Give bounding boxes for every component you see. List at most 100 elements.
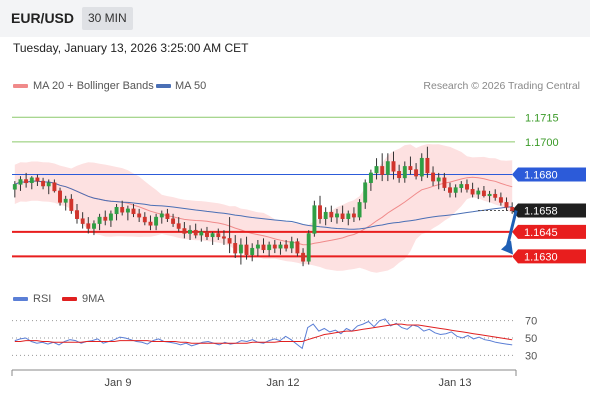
candle-body: [103, 216, 108, 221]
candle-body: [363, 182, 368, 203]
candle-body: [470, 189, 475, 195]
candle-body: [41, 180, 46, 187]
level-tag: [512, 224, 586, 239]
candle-body: [425, 157, 430, 174]
candle-body: [408, 166, 413, 170]
candle-body: [318, 205, 322, 219]
ma50-line: [14, 180, 513, 230]
level-label: 1.1700: [525, 137, 559, 149]
candle-body: [306, 233, 311, 262]
candle-body: [24, 179, 29, 184]
candle-body: [108, 213, 113, 221]
candle-body: [18, 179, 23, 185]
candle-body: [323, 211, 328, 219]
candle-body: [216, 233, 221, 238]
timeframe-button[interactable]: 30 MIN: [82, 7, 133, 30]
candle-body: [80, 218, 85, 224]
candle-body: [504, 202, 509, 208]
candle-body: [137, 213, 142, 218]
ma50-legend-label: MA 50: [175, 80, 207, 92]
candle-body: [176, 223, 181, 229]
candle-body: [301, 252, 306, 262]
rsi-line: [14, 318, 513, 350]
candle-body: [255, 244, 260, 249]
candle-body: [125, 208, 130, 213]
candle-body: [357, 202, 362, 218]
candle-body: [368, 172, 373, 183]
candle-body: [221, 236, 226, 239]
candle-body: [453, 187, 458, 193]
candle-body: [374, 166, 379, 174]
candle-body: [244, 244, 249, 255]
forecast-arrow-shaft: [505, 210, 518, 248]
candle-body: [267, 244, 272, 251]
candle-body: [205, 231, 209, 237]
candle-body: [154, 216, 159, 226]
level-tag: [512, 167, 586, 182]
level-label: 1.1630: [524, 251, 558, 263]
candle-body: [391, 161, 396, 172]
candle-body: [35, 177, 40, 182]
candle-body: [199, 231, 204, 236]
candle-body: [436, 177, 441, 182]
chart-datetime: Tuesday, January 13, 2026 3:25:00 AM CET: [13, 41, 249, 55]
candle-body: [92, 223, 96, 229]
candle-body: [148, 221, 153, 226]
candle-body: [114, 207, 119, 215]
candle-body: [233, 243, 238, 254]
candle-body: [171, 218, 176, 224]
ma20-legend-label: MA 20 + Bollinger Bands: [33, 80, 154, 92]
candle-body: [159, 213, 164, 218]
candle-body: [385, 161, 390, 175]
ma50-legend-swatch: [156, 84, 171, 88]
level-tag: [512, 249, 586, 264]
level-label: 1.1715: [525, 112, 559, 124]
candle-body: [351, 213, 356, 218]
candle-body: [419, 157, 424, 177]
research-credit: Research © 2026 Trading Central: [423, 80, 580, 92]
candle-body: [459, 184, 464, 188]
rsi-tick-label: 50: [525, 333, 537, 345]
candle-body: [227, 238, 232, 244]
rsi-legend-swatch: [13, 297, 28, 301]
level-label: 1.1658: [524, 206, 558, 218]
x-axis-label: Jan 9: [105, 377, 132, 389]
candle-body: [397, 171, 402, 179]
bollinger-band: [14, 144, 513, 273]
candle-body: [210, 233, 215, 238]
candle-body: [340, 213, 345, 219]
candle-body: [481, 190, 486, 197]
level-label: 1.1645: [524, 227, 558, 239]
candle-body: [182, 228, 187, 234]
rsi-ma-legend-swatch: [62, 297, 77, 301]
candle-body: [12, 184, 17, 190]
candle-body: [493, 193, 498, 198]
candle-body: [188, 229, 192, 234]
candle-body: [46, 182, 51, 187]
rsi-legend-label: RSI: [33, 293, 52, 305]
candle-body: [380, 166, 385, 175]
candle-body: [238, 244, 243, 254]
candle-body: [442, 177, 447, 188]
candle-body: [476, 190, 481, 195]
candle-body: [75, 210, 79, 219]
x-axis-label: Jan 13: [438, 377, 471, 389]
candle-body: [97, 216, 102, 224]
candle-body: [402, 166, 407, 179]
candle-body: [86, 223, 91, 229]
ma20-legend-swatch: [13, 84, 28, 88]
level-tag: [512, 203, 586, 218]
candle-body: [165, 213, 170, 219]
candle-body: [295, 241, 300, 254]
candle-body: [487, 193, 492, 197]
candle-body: [69, 198, 74, 211]
candle-body: [131, 208, 136, 215]
candle-body: [312, 205, 317, 234]
candle-body: [52, 182, 57, 192]
candle-body: [142, 216, 147, 223]
candle-body: [448, 187, 452, 193]
rsi-tick-label: 70: [525, 316, 537, 328]
candle-body: [431, 172, 436, 182]
candle-body: [510, 207, 515, 211]
